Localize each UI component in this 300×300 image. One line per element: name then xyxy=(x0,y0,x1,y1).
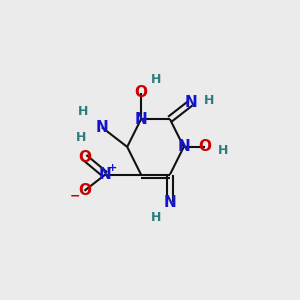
Text: O: O xyxy=(134,85,148,100)
Text: N: N xyxy=(99,167,112,182)
Text: H: H xyxy=(76,131,86,144)
Text: N: N xyxy=(184,95,197,110)
Text: H: H xyxy=(151,74,161,86)
Text: N: N xyxy=(164,195,176,210)
Text: +: + xyxy=(108,163,118,173)
Text: N: N xyxy=(135,112,147,127)
Text: −: − xyxy=(70,189,80,203)
Text: H: H xyxy=(78,105,88,118)
Text: H: H xyxy=(151,211,161,224)
Text: N: N xyxy=(177,140,190,154)
Text: O: O xyxy=(78,150,91,165)
Text: O: O xyxy=(198,140,211,154)
Text: N: N xyxy=(95,120,108,135)
Text: H: H xyxy=(218,144,228,157)
Text: O: O xyxy=(78,183,91,198)
Text: H: H xyxy=(204,94,214,107)
